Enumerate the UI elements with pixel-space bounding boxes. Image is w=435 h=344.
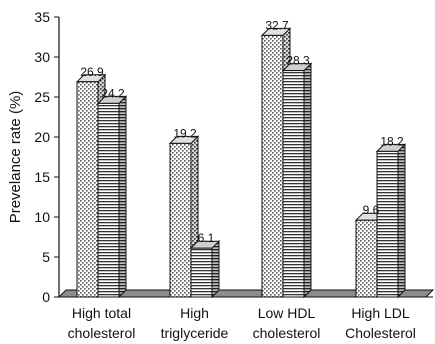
x-category-label: Low HDL bbox=[258, 305, 316, 321]
x-category-label: cholesterol bbox=[253, 325, 321, 341]
bar-1-0 bbox=[168, 135, 200, 299]
bar-front-face bbox=[76, 81, 99, 298]
data-label: 6.1 bbox=[198, 231, 215, 245]
bar-0-1 bbox=[96, 95, 128, 299]
data-label: 24.2 bbox=[101, 86, 125, 100]
y-tick-label: 0 bbox=[42, 289, 50, 305]
bar-side-face bbox=[118, 95, 127, 299]
x-category-label: Cholesterol bbox=[345, 325, 416, 341]
y-tick-label: 35 bbox=[34, 9, 50, 25]
bar-3-1 bbox=[375, 143, 407, 299]
bars-group bbox=[75, 27, 407, 299]
bar-1-1 bbox=[189, 239, 221, 299]
data-label: 32.7 bbox=[265, 18, 289, 32]
x-category-label: cholesterol bbox=[68, 325, 136, 341]
bar-front-face bbox=[355, 219, 378, 298]
x-category-label: triglyceride bbox=[161, 325, 229, 341]
x-category-label: High bbox=[180, 305, 209, 321]
y-axis-title: Prevelance rate (%) bbox=[7, 91, 24, 224]
y-tick-label: 5 bbox=[42, 249, 50, 265]
bar-front-face bbox=[376, 150, 399, 298]
x-category-label: High LDL bbox=[351, 305, 410, 321]
bar-front-face bbox=[282, 70, 305, 298]
bar-2-1 bbox=[281, 62, 313, 299]
bar-front-face bbox=[97, 102, 120, 298]
y-tick-label: 15 bbox=[34, 169, 50, 185]
labels-group: 26.9 19.2 32.7 9.6 24.2 6.1 28.3 18.2 High total… bbox=[68, 18, 416, 341]
bar-side-face bbox=[397, 143, 406, 299]
bar-side-face bbox=[211, 239, 220, 299]
bar-side-face bbox=[303, 62, 312, 299]
data-label: 28.3 bbox=[286, 54, 310, 68]
y-tick-label: 10 bbox=[34, 209, 50, 225]
bar-front-face bbox=[169, 142, 192, 298]
data-label: 18.2 bbox=[380, 134, 404, 148]
data-label: 19.2 bbox=[173, 126, 197, 140]
bar-front-face bbox=[190, 247, 213, 298]
data-label: 26.9 bbox=[80, 65, 104, 79]
data-label: 9.6 bbox=[363, 203, 380, 217]
x-category-label: High total bbox=[72, 305, 131, 321]
y-tick-label: 25 bbox=[34, 89, 50, 105]
y-tick-label: 30 bbox=[34, 49, 50, 65]
bar-front-face bbox=[261, 34, 284, 298]
y-tick-label: 20 bbox=[34, 129, 50, 145]
